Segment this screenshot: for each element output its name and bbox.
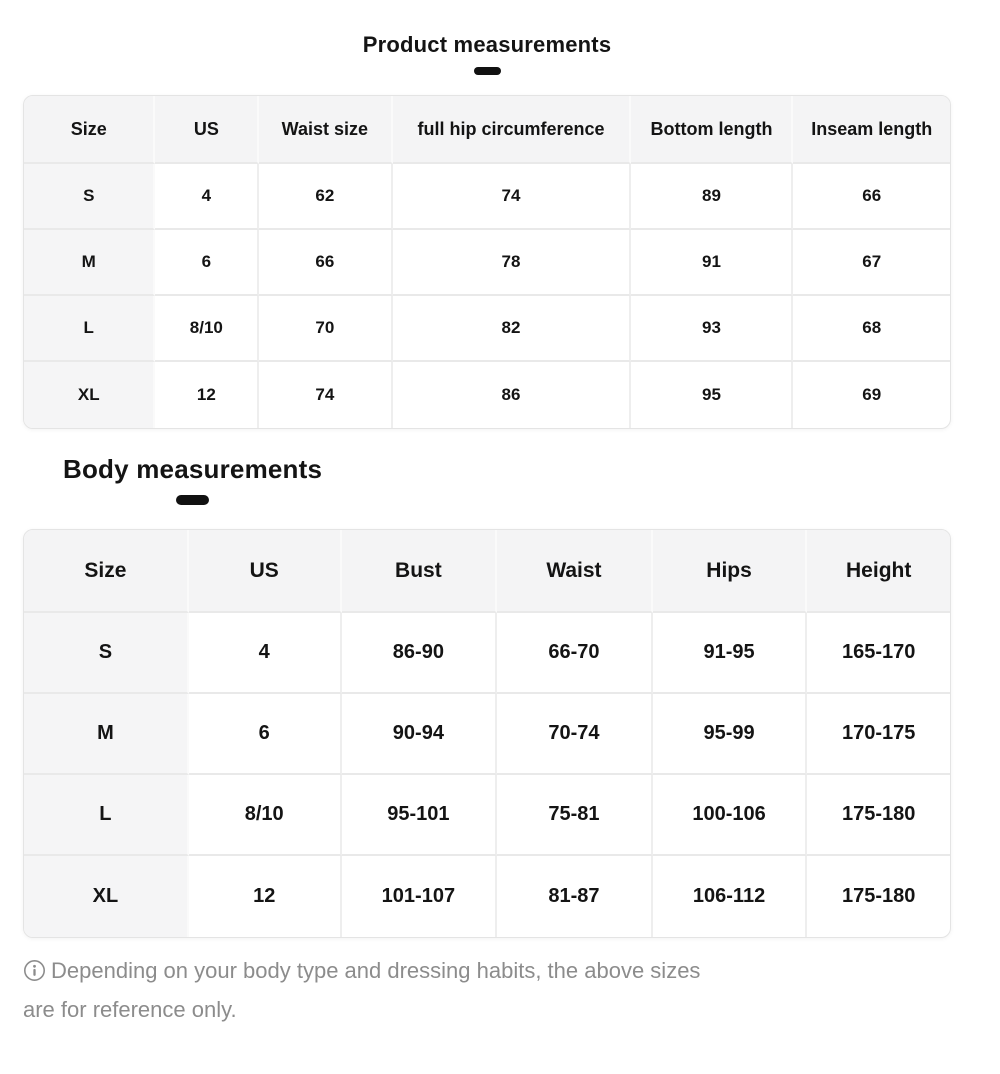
table-cell: 95-101: [341, 775, 498, 856]
table-cell: 89: [631, 164, 794, 230]
row-header: XL: [24, 362, 156, 428]
table-cell: 8/10: [155, 296, 260, 362]
column-header: Size: [24, 96, 156, 164]
table-cell: 4: [155, 164, 260, 230]
table-cell: 100-106: [652, 775, 808, 856]
body-measurements-table-container: Size US Bust Waist Hips Height S 4 86-90 66-70 91-…: [23, 529, 951, 938]
column-header: Waist: [497, 530, 653, 613]
table-cell: 6: [188, 694, 342, 775]
table-cell: 175-180: [807, 775, 950, 856]
column-header: Waist size: [259, 96, 393, 164]
table-cell: 82: [392, 296, 632, 362]
table-cell: 175-180: [841, 885, 916, 907]
table-cell: 67: [793, 230, 950, 296]
table-cell: 4: [188, 613, 342, 694]
table-cell: 66: [259, 230, 393, 296]
table-cell: 90-94: [341, 694, 498, 775]
row-header: S: [24, 164, 156, 230]
column-header: Bust: [341, 530, 498, 613]
row-header: S: [24, 613, 189, 694]
body-measurements-section-title: Body measurements: [63, 456, 951, 505]
footnote-text: Depending on your body type and dressing…: [23, 958, 701, 1022]
table-cell: 69: [862, 385, 882, 404]
table-cell: 81-87: [497, 856, 653, 937]
column-header: Size: [24, 530, 189, 613]
column-header: Bottom length: [631, 96, 794, 164]
table-cell: 78: [392, 230, 632, 296]
section-title-text: Product measurements: [362, 32, 612, 57]
table-cell: 8/10: [188, 775, 342, 856]
table-cell: 165-170: [807, 613, 950, 694]
reference-footnote: Depending on your body type and dressing…: [23, 951, 733, 1029]
table-cell: 86: [393, 362, 632, 428]
title-underline-dash: [176, 495, 210, 505]
table-cell: 12: [155, 362, 260, 428]
section-title-text: Body measurements: [63, 454, 323, 484]
body-measurements-table: Size US Bust Waist Hips Height S 4 86-90 66-70 91-…: [24, 530, 950, 937]
table-row: XL 12 74 86 95 69: [24, 362, 950, 428]
product-measurements-table: Size US Waist size full hip circumference Bo…: [24, 96, 950, 428]
table-row: S 4 86-90 66-70 91-95 165-170: [24, 613, 950, 694]
table-row: L 8/10 70 82 93 68: [24, 296, 950, 362]
table-row: M 6 66 78 91 67: [24, 230, 950, 296]
table-cell: 68: [793, 296, 950, 362]
table-row: S 4 62 74 89 66: [24, 164, 950, 230]
table-cell: 70-74: [497, 694, 653, 775]
table-row: L 8/10 95-101 75-81 100-106 175-180: [24, 775, 950, 856]
table-cell: 12: [189, 856, 342, 937]
title-wrap: Product measurements: [363, 34, 612, 75]
row-header: L: [24, 775, 189, 856]
product-measurements-section-title: Product measurements: [23, 34, 951, 75]
column-header: Hips: [652, 530, 808, 613]
table-cell: 101-107: [342, 856, 498, 937]
column-header: US: [155, 96, 260, 164]
table-cell: 74: [259, 362, 393, 428]
table-cell: 95: [631, 362, 794, 428]
table-cell: 86-90: [341, 613, 498, 694]
title-wrap: Body measurements: [63, 456, 322, 505]
table-cell: 91: [631, 230, 794, 296]
table-cell: 95-99: [652, 694, 808, 775]
row-header: L: [24, 296, 156, 362]
table-cell: 66: [793, 164, 950, 230]
table-cell: 62: [259, 164, 393, 230]
column-header: Inseam length: [793, 96, 950, 164]
table-cell: 170-175: [807, 694, 950, 775]
product-measurements-table-container: Size US Waist size full hip circumference Bo…: [23, 95, 951, 429]
table-row: XL 12 101-107 81-87 106-112 175-180: [24, 856, 950, 937]
column-header: Height: [807, 530, 950, 613]
column-header: US: [188, 530, 342, 613]
table-cell: 106-112: [653, 856, 808, 937]
row-header: XL: [24, 856, 189, 937]
size-guide-page: Product measurements Size US Waist size ful…: [23, 0, 951, 1029]
header-row: Size US Waist size full hip circumference Bo…: [24, 96, 950, 164]
header-row: Size US Bust Waist Hips Height: [24, 530, 950, 613]
table-cell: 75-81: [497, 775, 653, 856]
column-header: full hip circumference: [392, 96, 632, 164]
table-row: M 6 90-94 70-74 95-99 170-175: [24, 694, 950, 775]
info-icon: [24, 960, 45, 981]
table-cell: 91-95: [652, 613, 808, 694]
table-cell: 6: [155, 230, 260, 296]
row-header: M: [24, 694, 189, 775]
title-underline-dash: [473, 67, 501, 75]
table-cell: 74: [392, 164, 632, 230]
table-cell: 66-70: [497, 613, 653, 694]
table-cell: 93: [631, 296, 794, 362]
table-cell: 70: [259, 296, 393, 362]
row-header: M: [24, 230, 156, 296]
